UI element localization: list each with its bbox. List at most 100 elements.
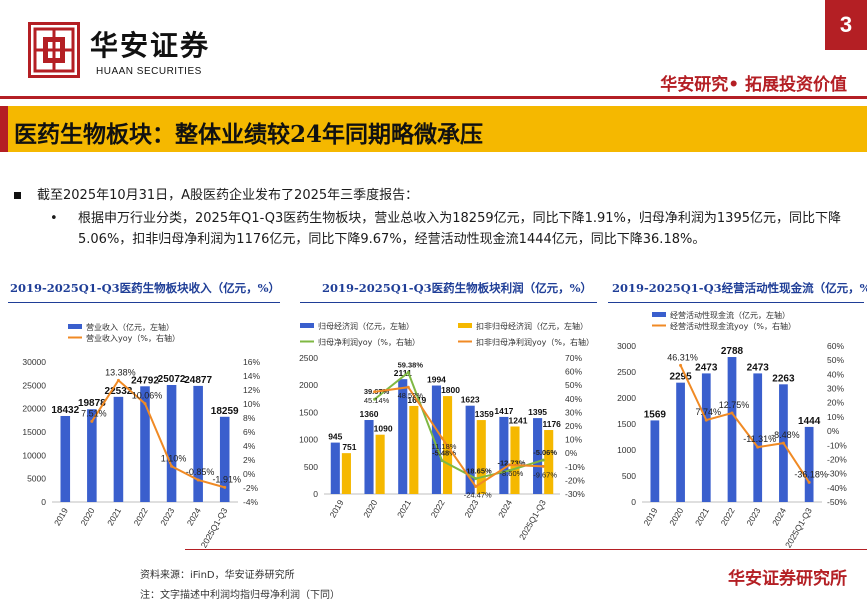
left-axis-tick: 15000 — [22, 427, 46, 437]
category-label: 2022 — [719, 506, 737, 528]
right-axis-tick: 10% — [827, 412, 844, 422]
legend-label: 归母经济润（亿元，左轴） — [318, 321, 414, 331]
right-axis-tick: 50% — [827, 355, 844, 365]
right-axis-tick: -30% — [565, 489, 585, 499]
right-axis-tick: 20% — [827, 398, 844, 408]
bar — [398, 379, 408, 494]
line-data-label: 12.75% — [719, 400, 750, 410]
category-label: 2024 — [770, 506, 788, 528]
left-axis-tick: 25000 — [22, 380, 46, 390]
title-bar: 医药生物板块：整体业绩较24年同期略微承压 — [0, 106, 867, 152]
left-axis-tick: 2000 — [299, 380, 318, 390]
right-axis-tick: 30% — [565, 407, 582, 417]
bar-data-label: 1395 — [528, 407, 547, 417]
legend-label: 扣非归母净利润yoy（%，右轴） — [476, 337, 594, 347]
right-axis-tick: -2% — [243, 483, 259, 493]
right-axis-tick: -4% — [243, 497, 259, 507]
line-data-label: 45.14% — [364, 396, 390, 405]
right-axis-tick: 40% — [827, 369, 844, 379]
right-axis-tick: -20% — [565, 475, 585, 485]
bar — [193, 385, 203, 502]
line-point — [781, 441, 785, 445]
category-label: 2025Q1-Q3 — [199, 506, 230, 548]
line-data-label: 1.10% — [161, 453, 187, 463]
line-data-label: -8.60% — [500, 469, 524, 478]
bar-data-label: 1569 — [644, 409, 667, 420]
legend-swatch — [68, 324, 82, 329]
line-point — [373, 390, 377, 394]
line-point — [223, 485, 227, 489]
header-slogan: 华安研究• 拓展投资价值 — [660, 75, 847, 95]
bar-data-label: 1360 — [360, 409, 379, 419]
line-data-label: 11.18% — [432, 442, 457, 451]
chart1-revenue: 营业收入（亿元，左轴）营业收入yoy（%，右轴） 0 5000 10000 15000 2… — [22, 322, 260, 548]
bar — [676, 382, 685, 502]
line-data-label: -24.47% — [464, 490, 492, 499]
left-axis-tick: 10000 — [22, 450, 46, 460]
line-data-label: -36.18% — [794, 469, 828, 479]
left-axis-tick: 5000 — [27, 474, 46, 484]
bar — [87, 409, 97, 502]
legend-label: 扣非归母经济润（亿元，左轴） — [476, 321, 588, 331]
footer-institute: 华安证券研究所 — [728, 569, 847, 589]
right-axis-tick: 30% — [827, 384, 844, 394]
bar — [341, 453, 351, 494]
bar-data-label: 945 — [328, 432, 342, 442]
line-data-label: 13.38% — [105, 367, 136, 377]
bar-data-label: 1994 — [427, 375, 446, 385]
line-data-label: 59.38% — [398, 360, 424, 369]
bar-data-label: 1444 — [798, 416, 821, 427]
category-label: 2024 — [496, 498, 514, 520]
right-axis-tick: 40% — [565, 394, 582, 404]
bar-data-label: 2473 — [747, 362, 770, 373]
legend-label: 经营活动性现金流（亿元，左轴） — [670, 310, 790, 320]
bar — [727, 357, 737, 502]
right-axis-tick: 0% — [827, 426, 840, 436]
left-axis-tick: 3000 — [617, 341, 636, 351]
bar-data-label: 1241 — [509, 415, 528, 425]
right-axis-tick: 2% — [243, 455, 256, 465]
bar-data-label: 19878 — [78, 398, 106, 409]
right-axis-tick: -40% — [827, 483, 847, 493]
left-axis-tick: 2000 — [617, 393, 636, 403]
right-axis-tick: 0% — [243, 469, 256, 479]
bar-data-label: 2263 — [772, 373, 795, 384]
category-label: 2022 — [132, 506, 150, 528]
line-point — [170, 464, 174, 468]
line-data-label: -5.48% — [432, 449, 456, 458]
left-axis-tick: 2500 — [617, 367, 636, 377]
bar-data-label: 1800 — [441, 385, 460, 395]
right-axis-tick: -50% — [827, 497, 847, 507]
line-data-label: 48.52% — [398, 391, 424, 400]
category-label: 2021 — [693, 506, 711, 528]
line-point — [474, 477, 478, 481]
line-point — [196, 478, 200, 482]
bar-data-label: 18259 — [211, 406, 239, 417]
category-label: 2019 — [327, 498, 345, 520]
legend-label: 归母净利润yoy（%，右轴） — [318, 337, 420, 347]
right-axis-tick: -20% — [827, 454, 847, 464]
line-data-label: 10.06% — [132, 391, 163, 401]
left-axis-tick: 30000 — [22, 357, 46, 367]
chart1-title: 2019-2025Q1-Q3医药生物板块收入（亿元，%） — [10, 281, 281, 295]
bar — [364, 420, 374, 494]
logo-english-name: HUAAN SECURITIES — [96, 66, 202, 77]
bar — [753, 373, 763, 502]
bar-data-label: 1359 — [475, 409, 494, 419]
right-axis-tick: 70% — [565, 353, 582, 363]
page-number: 3 — [825, 0, 867, 50]
bar — [499, 416, 509, 494]
category-label: 2019 — [52, 506, 70, 528]
bar — [375, 434, 385, 494]
legend-swatch — [458, 323, 472, 328]
left-axis-tick: 1500 — [617, 419, 636, 429]
bar — [650, 420, 660, 502]
left-axis-tick: 0 — [313, 489, 318, 499]
footnote: 注：文字描述中利润均指归母净利润（下同） — [140, 590, 340, 601]
bar — [330, 442, 340, 494]
bar-data-label: 2111 — [394, 368, 412, 378]
line-point — [116, 378, 120, 382]
series-line — [374, 386, 544, 488]
left-axis-tick: 0 — [631, 497, 636, 507]
right-axis-tick: 12% — [243, 385, 260, 395]
